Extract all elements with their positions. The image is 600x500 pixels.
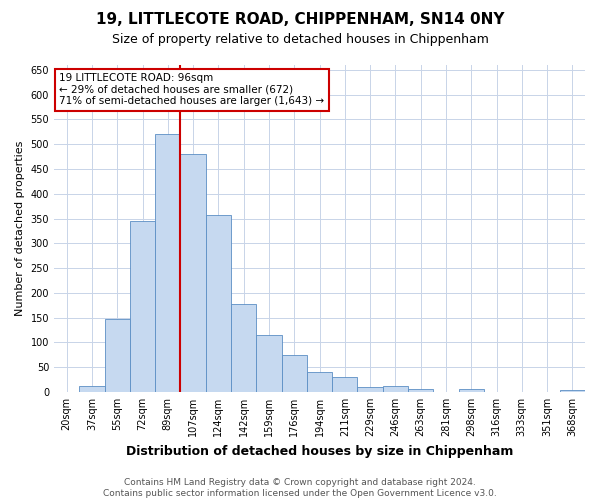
Bar <box>281 355 307 392</box>
Bar <box>358 387 383 392</box>
Bar <box>383 386 408 392</box>
Bar <box>79 386 104 392</box>
Bar <box>332 377 358 392</box>
Bar <box>104 318 130 392</box>
Text: 19, LITTLECOTE ROAD, CHIPPENHAM, SN14 0NY: 19, LITTLECOTE ROAD, CHIPPENHAM, SN14 0N… <box>96 12 504 28</box>
Text: 19 LITTLECOTE ROAD: 96sqm
← 29% of detached houses are smaller (672)
71% of semi: 19 LITTLECOTE ROAD: 96sqm ← 29% of detac… <box>59 73 325 106</box>
Text: Size of property relative to detached houses in Chippenham: Size of property relative to detached ho… <box>112 32 488 46</box>
Bar <box>256 335 281 392</box>
X-axis label: Distribution of detached houses by size in Chippenham: Distribution of detached houses by size … <box>126 444 513 458</box>
Bar <box>307 372 332 392</box>
Bar <box>181 154 206 392</box>
Bar <box>155 134 181 392</box>
Y-axis label: Number of detached properties: Number of detached properties <box>15 141 25 316</box>
Bar <box>458 390 484 392</box>
Text: Contains HM Land Registry data © Crown copyright and database right 2024.
Contai: Contains HM Land Registry data © Crown c… <box>103 478 497 498</box>
Bar <box>231 304 256 392</box>
Bar <box>560 390 585 392</box>
Bar <box>408 390 433 392</box>
Bar <box>130 221 155 392</box>
Bar <box>206 214 231 392</box>
